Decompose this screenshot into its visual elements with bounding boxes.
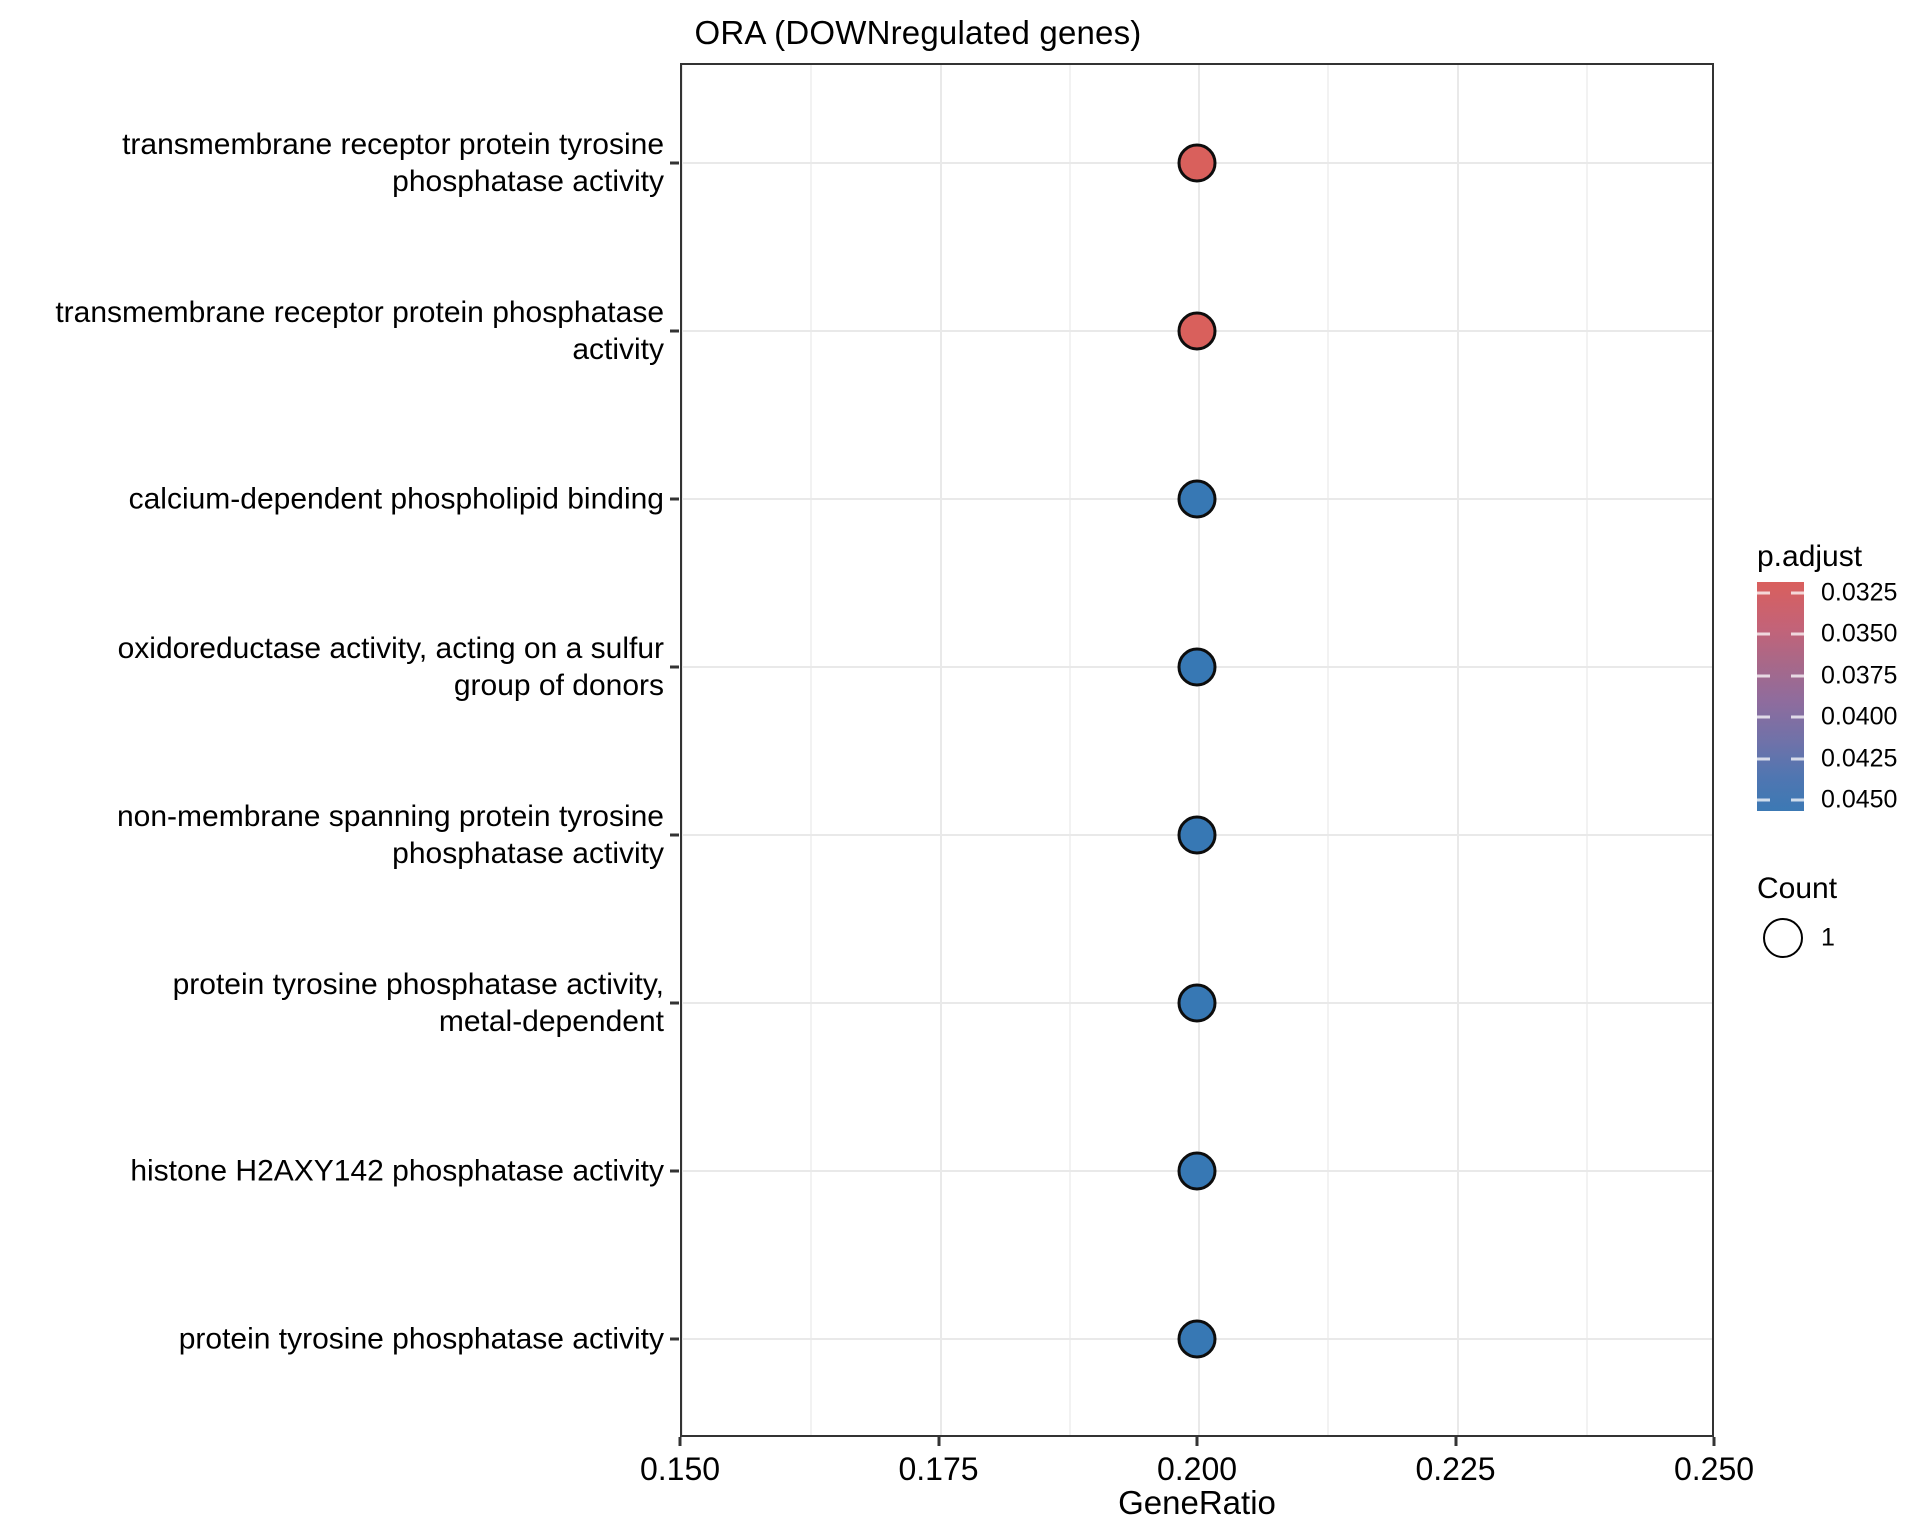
x-axis-tick xyxy=(678,1437,682,1446)
y-axis-label-line: group of donors xyxy=(453,669,664,702)
colorbar-tick xyxy=(1791,757,1804,761)
gridline-v-minor xyxy=(1585,65,1588,1435)
legend-count-circle xyxy=(1763,918,1803,958)
colorbar-tick xyxy=(1791,674,1804,678)
x-axis-tick-label: 0.150 xyxy=(639,1451,721,1487)
x-axis-tick-label: 0.225 xyxy=(1415,1451,1496,1487)
y-axis-tick xyxy=(670,161,679,165)
data-dot xyxy=(1177,1151,1217,1191)
colorbar-tick xyxy=(1791,715,1804,719)
y-axis-label: protein tyrosine phosphatase activity xyxy=(0,1321,664,1358)
x-axis-title: GeneRatio xyxy=(1118,1484,1276,1521)
colorbar-tick xyxy=(1757,591,1770,595)
y-axis-tick xyxy=(670,665,679,669)
data-dot xyxy=(1177,311,1217,351)
y-axis-label-line: non-membrane spanning protein tyrosine xyxy=(117,800,664,833)
y-axis-label-line: histone H2AXY142 phosphatase activity xyxy=(130,1154,664,1188)
y-axis-label: oxidoreductase activity, acting on a sul… xyxy=(0,630,664,704)
y-axis-tick xyxy=(670,1169,679,1173)
y-axis-label-line: protein tyrosine phosphatase activity, xyxy=(172,968,664,1001)
x-axis-tick xyxy=(937,1437,940,1446)
y-axis-label: calcium-dependent phospholipid binding xyxy=(0,481,664,518)
plot-title: ORA (DOWNregulated genes) xyxy=(694,14,1142,51)
y-axis-label: protein tyrosine phosphatase activity, me… xyxy=(0,966,664,1040)
legend-count-title: Count xyxy=(1757,872,1838,905)
y-axis-label-line: phosphatase activity xyxy=(392,837,664,870)
gridline-v-major xyxy=(1198,65,1200,1435)
legend-padjust-label: 0.0425 xyxy=(1821,744,1898,773)
y-axis-tick xyxy=(670,1001,679,1005)
gridline-v-minor xyxy=(1068,65,1071,1435)
y-axis-tick xyxy=(670,329,679,333)
data-dot xyxy=(1177,647,1217,687)
legend-padjust-label: 0.0450 xyxy=(1821,785,1898,814)
data-dot xyxy=(1177,815,1217,855)
x-axis-tick-label: 0.175 xyxy=(898,1451,979,1487)
y-axis-label-line: protein tyrosine phosphatase activity xyxy=(178,1322,664,1356)
x-axis-tick xyxy=(1712,1437,1716,1446)
x-axis-tick xyxy=(1454,1437,1457,1446)
legend-padjust-label: 0.0325 xyxy=(1821,578,1898,607)
legend-padjust-label: 0.0400 xyxy=(1821,702,1898,731)
data-dot xyxy=(1177,479,1217,519)
legend-colorbar xyxy=(1757,582,1804,811)
gridline-v-major xyxy=(939,65,942,1435)
gridline-v-minor xyxy=(810,65,813,1435)
colorbar-tick xyxy=(1757,798,1770,802)
y-axis-tick xyxy=(670,833,679,837)
legend-count-label: 1 xyxy=(1821,923,1835,952)
colorbar-tick xyxy=(1757,632,1770,636)
y-axis-label: transmembrane receptor protein phosphata… xyxy=(0,294,664,368)
x-axis-tick-label: 0.200 xyxy=(1156,1451,1238,1487)
y-axis-label-line: metal-dependent xyxy=(438,1005,664,1038)
x-axis-tick xyxy=(1195,1437,1199,1446)
legend-padjust-title: p.adjust xyxy=(1757,540,1863,573)
y-axis-label-line: activity xyxy=(572,333,664,366)
data-dot xyxy=(1177,143,1217,183)
y-axis-label: non-membrane spanning protein tyrosine ph… xyxy=(0,798,664,872)
x-axis-tick-label: 0.250 xyxy=(1673,1451,1755,1487)
y-axis-label-line: oxidoreductase activity, acting on a sul… xyxy=(117,632,664,665)
legend-padjust-label: 0.0375 xyxy=(1821,661,1898,690)
y-axis-label-line: transmembrane receptor protein phosphata… xyxy=(55,296,664,329)
y-axis-label-line: phosphatase activity xyxy=(392,165,664,198)
data-dot xyxy=(1177,1319,1217,1359)
colorbar-tick xyxy=(1791,632,1804,636)
colorbar-tick xyxy=(1791,798,1804,802)
y-axis-tick xyxy=(670,497,679,501)
y-axis-label: transmembrane receptor protein tyrosine p… xyxy=(0,126,664,200)
y-axis-label-line: calcium-dependent phospholipid binding xyxy=(128,482,664,516)
gridline-v-minor xyxy=(1327,65,1330,1435)
y-axis-tick xyxy=(670,1337,679,1341)
colorbar-tick xyxy=(1757,715,1770,719)
gridline-v-major xyxy=(682,65,683,1435)
y-axis-label-line: transmembrane receptor protein tyrosine xyxy=(122,128,664,161)
colorbar-tick xyxy=(1791,591,1804,595)
colorbar-tick xyxy=(1757,757,1770,761)
colorbar-tick xyxy=(1757,674,1770,678)
y-axis-label: histone H2AXY142 phosphatase activity xyxy=(0,1153,664,1190)
plot-panel xyxy=(680,63,1714,1437)
data-dot xyxy=(1177,983,1217,1023)
gridline-v-major xyxy=(1456,65,1459,1435)
legend-padjust-label: 0.0350 xyxy=(1821,619,1898,648)
